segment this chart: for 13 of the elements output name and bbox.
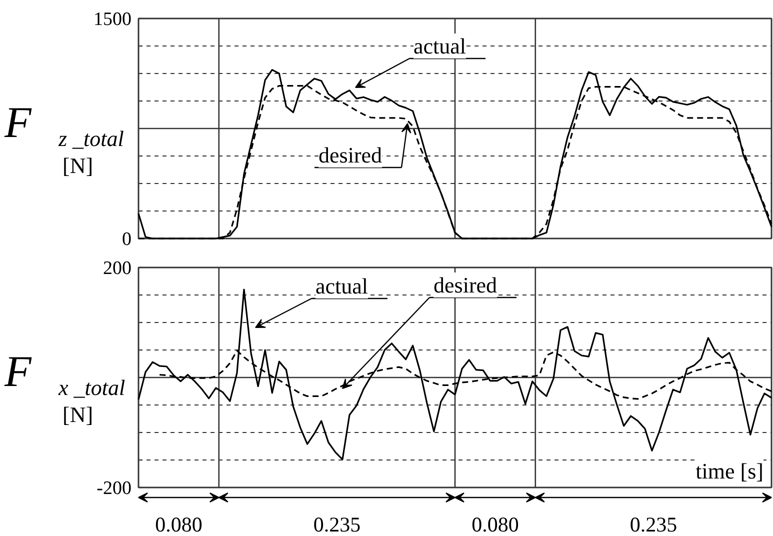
y-tick-label: 0	[122, 229, 132, 250]
text: 0.235	[630, 512, 678, 536]
annotation: time [s]	[696, 458, 764, 484]
y-tick-label: 1500	[94, 9, 132, 30]
annotation: desired	[318, 142, 382, 168]
annotation: actual	[414, 34, 466, 58]
text: 0.080	[155, 512, 202, 536]
annotation: desired	[434, 272, 498, 298]
y-tick-label: -200	[96, 478, 132, 499]
text: 0.080	[472, 512, 519, 536]
text: 0.235	[313, 512, 361, 536]
annotation: actual	[316, 274, 368, 298]
y-tick-label: 200	[103, 258, 132, 279]
